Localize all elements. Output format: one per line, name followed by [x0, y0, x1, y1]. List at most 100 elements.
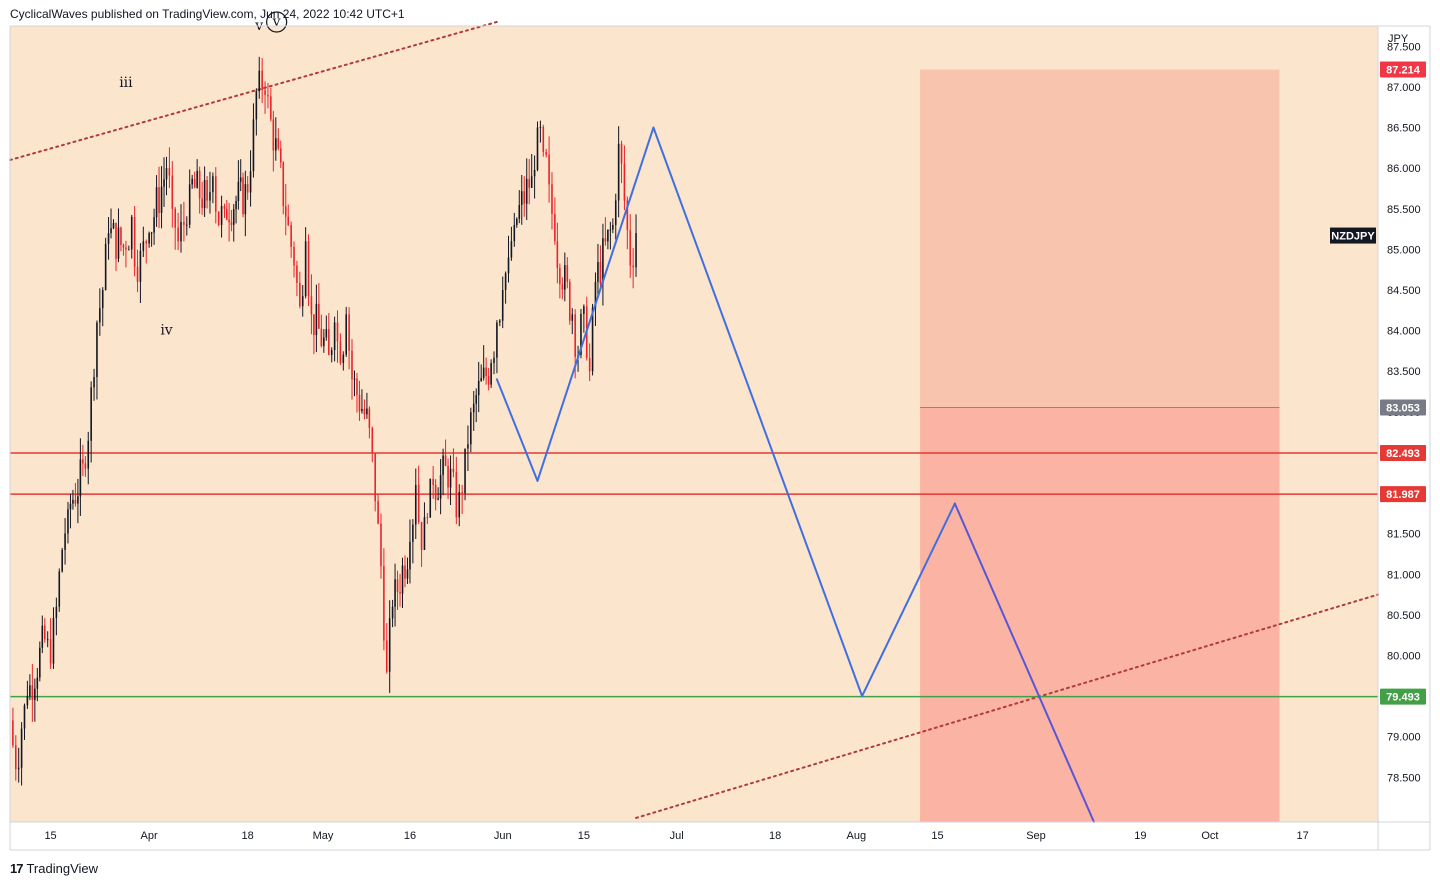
- candle: [122, 243, 125, 256]
- candle: [198, 166, 201, 214]
- candle-body: [358, 394, 361, 412]
- footer-brand[interactable]: 17 TradingView: [10, 861, 98, 876]
- badge-82.493-bg: [1380, 444, 1426, 461]
- candle-body: [264, 90, 266, 96]
- candle: [304, 227, 307, 299]
- candle-body: [217, 211, 220, 225]
- x-tick-label: Aug: [847, 830, 867, 842]
- candle: [320, 314, 323, 348]
- candle: [185, 216, 188, 236]
- candle: [564, 252, 566, 302]
- candle-body: [536, 127, 539, 170]
- candle: [336, 310, 339, 363]
- candle-body: [368, 408, 371, 429]
- candle-body: [437, 498, 439, 500]
- candle: [101, 287, 104, 327]
- candle-body: [318, 303, 320, 329]
- x-tick-label: 18: [242, 830, 254, 842]
- candle-body: [493, 357, 495, 364]
- candle-body: [485, 367, 487, 377]
- candle-body: [153, 217, 155, 233]
- candle: [104, 237, 107, 291]
- candle-body: [345, 314, 348, 355]
- candle: [414, 468, 417, 540]
- badge-83.053-bg: [1380, 399, 1426, 416]
- candle: [120, 226, 122, 252]
- candle: [542, 124, 545, 157]
- x-tick-label: Oct: [1201, 830, 1218, 842]
- candle-body: [501, 289, 504, 321]
- candle: [399, 573, 401, 607]
- candle: [128, 245, 130, 251]
- y-tick-label: 84.000: [1387, 326, 1421, 338]
- candle: [518, 190, 521, 224]
- y-tick-label: 85.500: [1387, 204, 1421, 216]
- candle-body: [635, 233, 637, 268]
- candles: [12, 56, 637, 786]
- candle-body: [556, 241, 559, 269]
- candle: [69, 493, 72, 529]
- projection-leg-3: [652, 126, 864, 698]
- candle-body: [107, 233, 110, 244]
- badge-87.214-bg: [1380, 61, 1426, 78]
- candle-body: [591, 307, 594, 372]
- y-axis-currency-label: JPY: [1388, 33, 1409, 45]
- candle: [220, 195, 223, 238]
- candle: [604, 217, 607, 246]
- candle-body: [155, 187, 158, 218]
- candle-body: [513, 225, 516, 242]
- candle: [629, 214, 632, 278]
- candle: [287, 204, 290, 227]
- candle-body: [377, 501, 379, 524]
- candle: [87, 431, 90, 485]
- candle-body: [629, 230, 632, 266]
- candle-body: [467, 444, 469, 449]
- candle: [130, 214, 133, 259]
- candle-body: [46, 639, 49, 641]
- candle-body: [133, 216, 136, 267]
- projection-leg-1: [495, 378, 539, 482]
- candle: [41, 615, 44, 654]
- candle: [299, 271, 301, 309]
- candle: [258, 56, 261, 99]
- candle-body: [594, 281, 597, 308]
- candle-body: [29, 685, 31, 697]
- candle: [74, 482, 77, 507]
- candle: [188, 169, 191, 229]
- candle-body: [351, 350, 353, 380]
- candle: [429, 478, 432, 518]
- candle-body: [429, 478, 432, 518]
- candle-body: [145, 241, 148, 244]
- candle: [217, 211, 220, 227]
- candle-body: [36, 677, 39, 689]
- candle: [480, 364, 482, 382]
- candle-body: [61, 549, 63, 572]
- candle: [264, 81, 266, 114]
- candle-body: [602, 238, 604, 284]
- candle-body: [426, 517, 429, 519]
- candle: [583, 304, 585, 333]
- candle: [620, 140, 623, 184]
- candle-body: [115, 222, 117, 259]
- candle: [209, 171, 211, 214]
- candle: [437, 487, 439, 501]
- candle: [14, 735, 17, 781]
- candle-body: [49, 639, 52, 664]
- candle: [487, 367, 490, 391]
- candle: [330, 347, 333, 363]
- candle: [267, 83, 269, 109]
- candle-body: [554, 214, 556, 242]
- candle-body: [571, 314, 574, 321]
- candle-body: [117, 227, 120, 259]
- price-badges: 87.214 83.053 79.493 81.987 82.493 NZDJPY: [1330, 61, 1426, 705]
- candle-body: [183, 221, 185, 225]
- candle-body: [287, 216, 290, 225]
- y-tick-label: 85.000: [1387, 244, 1421, 256]
- candle-body: [401, 565, 404, 594]
- candle: [496, 320, 498, 374]
- candle: [455, 456, 458, 525]
- candle: [490, 359, 492, 388]
- candle: [79, 438, 82, 516]
- candle-body: [464, 448, 466, 494]
